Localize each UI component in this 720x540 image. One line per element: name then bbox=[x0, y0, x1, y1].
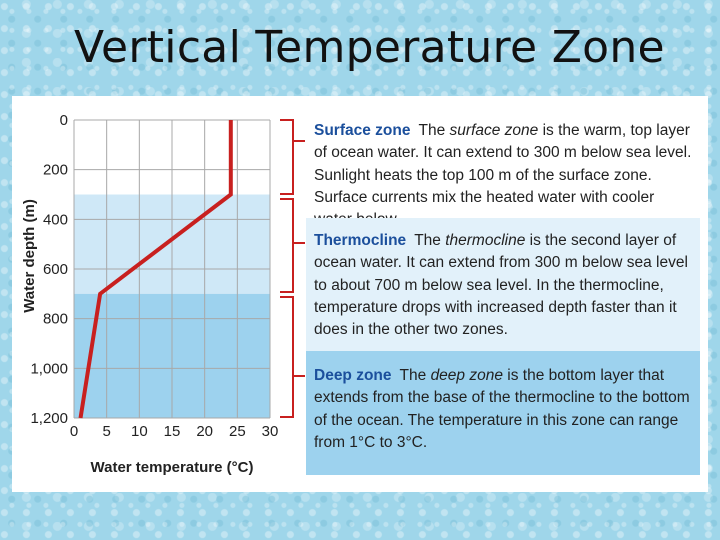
y-tick-label: 600 bbox=[43, 261, 68, 278]
y-tick-label: 800 bbox=[43, 311, 68, 328]
thermocline-description: Thermocline The thermocline is the secon… bbox=[306, 218, 700, 351]
deep-zone-bracket bbox=[280, 296, 294, 418]
y-tick-label: 200 bbox=[43, 162, 68, 179]
thermocline-term: thermocline bbox=[445, 232, 526, 249]
temperature-series bbox=[78, 119, 233, 419]
x-tick-labels: 0 5 10 15 20 25 30 bbox=[70, 423, 279, 440]
surface-zone-bracket bbox=[280, 119, 294, 195]
surface-zone-text-pre: The bbox=[418, 122, 450, 139]
y-tick-label: 400 bbox=[43, 211, 68, 228]
slide-title: Vertical Temperature Zone bbox=[74, 22, 665, 73]
x-tick-label: 30 bbox=[262, 423, 279, 440]
zone-brackets bbox=[280, 119, 305, 418]
thermocline-text: is the second layer of ocean water. It c… bbox=[314, 232, 688, 339]
surface-zone-heading: Surface zone bbox=[314, 122, 411, 139]
depth-temperature-chart: 0 200 400 600 800 1,000 1,200 0 5 10 15 20 25 30 Wat… bbox=[21, 112, 305, 476]
surface-zone-text: is the warm, top layer of ocean water. I… bbox=[314, 122, 692, 228]
y-tick-labels: 0 200 400 600 800 1,000 1,200 bbox=[30, 112, 68, 427]
series-line-0 bbox=[78, 120, 233, 419]
surface-zone-description: Surface zone The surface zone is the war… bbox=[306, 118, 700, 228]
thermocline-text-pre: The bbox=[414, 232, 446, 249]
deep-zone-text: is the bottom layer that extends from th… bbox=[314, 367, 690, 451]
y-axis-label: Water depth (m) bbox=[21, 199, 38, 313]
x-tick-label: 20 bbox=[196, 423, 213, 440]
y-tick-label: 0 bbox=[60, 112, 68, 129]
x-tick-label: 5 bbox=[102, 423, 110, 440]
surface-zone-term: surface zone bbox=[449, 122, 539, 139]
thermocline-bracket bbox=[280, 198, 294, 293]
y-tick-label: 1,200 bbox=[30, 410, 68, 427]
y-tick-label: 1,000 bbox=[30, 360, 68, 377]
x-tick-label: 0 bbox=[70, 423, 78, 440]
deep-zone-description: Deep zone The deep zone is the bottom la… bbox=[306, 351, 700, 475]
x-tick-label: 25 bbox=[229, 423, 246, 440]
x-tick-label: 15 bbox=[164, 423, 181, 440]
x-axis-label: Water temperature (°C) bbox=[91, 459, 254, 476]
chart-grid bbox=[73, 119, 271, 419]
thermocline-heading: Thermocline bbox=[314, 232, 407, 249]
deep-zone-text-pre: The bbox=[399, 367, 431, 384]
diagram-panel: 0 200 400 600 800 1,000 1,200 0 5 10 15 20 25 30 Wat… bbox=[12, 96, 708, 492]
deep-zone-heading: Deep zone bbox=[314, 367, 392, 384]
deep-zone-term: deep zone bbox=[430, 367, 503, 384]
x-tick-label: 10 bbox=[131, 423, 148, 440]
